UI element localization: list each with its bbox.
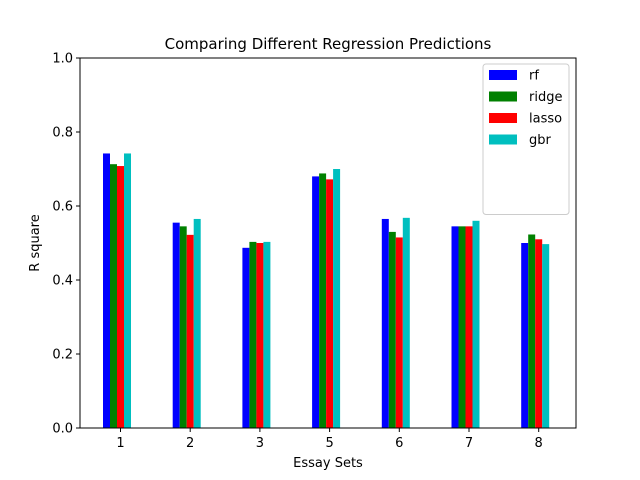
bar-rf-set-6 xyxy=(381,218,389,428)
y-tick-label: 0.4 xyxy=(52,274,73,289)
bar-ridge-set-1 xyxy=(110,164,117,428)
bar-ridge-set-3 xyxy=(249,241,257,428)
bar-lasso-set-3 xyxy=(256,243,264,428)
x-tick-label: 2 xyxy=(186,436,194,451)
x-tick-label: 5 xyxy=(325,436,333,451)
x-tick-label: 7 xyxy=(465,436,473,451)
bar-gbr-set-7 xyxy=(472,220,480,428)
y-tick-label: 0.2 xyxy=(52,348,73,363)
x-tick-label: 3 xyxy=(256,436,264,451)
bar-rf-set-8 xyxy=(521,243,529,428)
bar-lasso-set-6 xyxy=(395,237,403,428)
legend-swatch-gbr xyxy=(489,134,517,145)
x-tick-label: 8 xyxy=(535,436,543,451)
y-tick-label: 0.0 xyxy=(52,422,73,437)
bar-gbr-set-5 xyxy=(333,169,341,428)
legend-label-ridge: ridge xyxy=(529,90,562,105)
legend-label-lasso: lasso xyxy=(529,112,562,127)
bar-gbr-set-3 xyxy=(263,241,271,428)
y-tick-label: 0.8 xyxy=(52,126,73,141)
ticks-layer: 0.0 0.2 0.4 0.6 0.8 1.0 1 2 3 5 6 7 8 xyxy=(52,52,543,452)
x-tick-label: 1 xyxy=(116,436,124,451)
bar-lasso-set-7 xyxy=(465,226,473,428)
bar-lasso-set-2 xyxy=(186,234,194,428)
bar-lasso-set-5 xyxy=(326,179,334,428)
legend-label-gbr: gbr xyxy=(529,133,552,148)
bars-layer xyxy=(103,153,550,429)
bar-ridge-set-8 xyxy=(528,234,536,428)
bar-rf-set-3 xyxy=(242,247,250,428)
x-tick-label: 6 xyxy=(395,436,403,451)
bar-rf-set-1 xyxy=(103,153,110,428)
bar-ridge-set-5 xyxy=(319,173,327,428)
legend-swatch-ridge xyxy=(489,91,517,102)
legend-label-rf: rf xyxy=(529,69,539,84)
bar-ridge-set-6 xyxy=(388,231,396,428)
bar-ridge-set-7 xyxy=(458,226,466,428)
chart-title: Comparing Different Regression Predictio… xyxy=(165,35,492,53)
legend-swatch-lasso xyxy=(489,113,517,123)
bar-gbr-set-8 xyxy=(542,244,550,428)
legend-swatch-rf xyxy=(489,70,517,80)
bar-rf-set-7 xyxy=(451,226,459,428)
bar-gbr-set-1 xyxy=(124,153,131,428)
bar-rf-set-2 xyxy=(172,222,180,428)
bar-lasso-set-1 xyxy=(117,166,124,429)
y-tick-label: 1.0 xyxy=(52,52,73,67)
bar-gbr-set-6 xyxy=(402,217,410,428)
bar-gbr-set-2 xyxy=(193,218,201,428)
y-axis-label: R square xyxy=(28,214,43,271)
x-axis-label: Essay Sets xyxy=(293,456,363,471)
bar-lasso-set-8 xyxy=(535,239,543,428)
legend: rf ridge lasso gbr xyxy=(482,63,570,215)
bar-rf-set-5 xyxy=(312,176,320,428)
legend-box xyxy=(482,63,570,215)
y-tick-label: 0.6 xyxy=(52,200,73,215)
plot-frame xyxy=(79,57,577,429)
bar-ridge-set-2 xyxy=(179,226,187,428)
